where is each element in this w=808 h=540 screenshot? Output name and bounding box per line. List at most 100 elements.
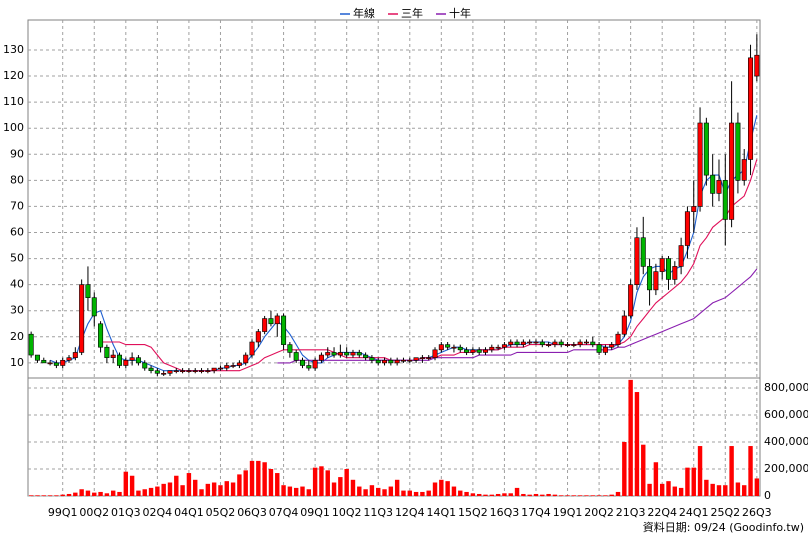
volume-bar xyxy=(514,487,520,496)
candle-body xyxy=(224,365,230,369)
x-tick-label: 12Q4 xyxy=(395,506,425,519)
candle-body xyxy=(85,284,91,298)
volume-bar xyxy=(432,482,438,496)
candle-body xyxy=(508,341,514,345)
volume-bar xyxy=(571,495,577,496)
y-tick-label: 120 xyxy=(3,69,24,82)
volume-bar xyxy=(28,495,34,496)
candle-body xyxy=(135,357,141,364)
candle-body xyxy=(640,237,646,267)
candle-body xyxy=(173,370,179,372)
volume-bar xyxy=(161,483,166,496)
volume-bar xyxy=(666,481,671,496)
candle-body xyxy=(539,341,545,345)
candle-body xyxy=(710,174,716,194)
candle-body xyxy=(116,354,123,366)
candle-body xyxy=(565,344,571,346)
candle-body xyxy=(426,357,432,359)
volume-bar xyxy=(180,485,185,496)
candle-body xyxy=(192,370,198,372)
volume-bar xyxy=(237,474,242,496)
volume-bar xyxy=(47,495,53,496)
candle-body xyxy=(552,341,558,345)
volume-bar xyxy=(306,489,312,496)
volume-bar xyxy=(211,482,217,496)
volume-bar xyxy=(300,486,305,496)
candle-body xyxy=(186,370,192,372)
candle-body xyxy=(634,237,640,285)
candle-body xyxy=(432,349,438,358)
volume-bar xyxy=(331,482,337,496)
volume-bar xyxy=(685,467,690,496)
volume-bar xyxy=(641,444,646,496)
candle-body xyxy=(47,362,53,365)
x-tick-label: 99Q1 xyxy=(48,506,78,519)
candle-body xyxy=(520,341,526,345)
volume-bar xyxy=(249,460,255,496)
volume-bar xyxy=(413,491,419,496)
candle-body xyxy=(66,357,72,361)
y-tick-label: 110 xyxy=(3,95,24,108)
volume-bar xyxy=(546,493,551,496)
volume-bar xyxy=(723,485,728,496)
candle-body xyxy=(697,122,703,207)
volume-bar xyxy=(104,493,110,496)
volume-bar xyxy=(205,483,211,496)
volume-bar xyxy=(483,494,488,496)
volume-bar xyxy=(508,493,513,496)
volume-bar xyxy=(622,441,627,496)
candle-body xyxy=(167,370,173,374)
candle-body xyxy=(287,344,293,353)
volume-bar xyxy=(73,492,78,496)
y-tick-label: 70 xyxy=(10,199,24,212)
candle-body xyxy=(123,359,129,366)
candle-body xyxy=(104,346,110,358)
y-tick-label: 40 xyxy=(10,278,24,291)
candle-body xyxy=(407,359,413,362)
candle-body xyxy=(451,346,457,349)
volume-bar xyxy=(735,482,741,496)
y-tick-label: 100 xyxy=(3,121,24,134)
candle-body xyxy=(438,344,444,351)
candle-body xyxy=(148,367,154,371)
volume-tick-label: 800,000 xyxy=(764,381,808,394)
y-tick-label: 90 xyxy=(10,147,24,160)
candle-body xyxy=(41,359,47,364)
candle-body xyxy=(34,354,40,361)
candle-body xyxy=(262,318,268,332)
volume-bar xyxy=(382,489,387,496)
volume-bar xyxy=(464,491,469,496)
volume-bar xyxy=(243,470,248,496)
x-tick-label: 09Q1 xyxy=(300,506,330,519)
volume-bar xyxy=(502,493,507,496)
volume-bar xyxy=(224,481,229,496)
volume-tick-label: 400,000 xyxy=(764,435,808,448)
candle-body xyxy=(464,349,470,353)
x-tick-label: 10Q2 xyxy=(332,506,362,519)
candle-body xyxy=(375,359,381,364)
volume-bar xyxy=(136,490,141,496)
volume-bar xyxy=(653,462,659,496)
legend-label: 三年 xyxy=(401,6,423,20)
x-tick-label: 26Q3 xyxy=(742,506,772,519)
y-tick-label: 30 xyxy=(10,304,24,317)
candle-body xyxy=(482,349,489,353)
candle-body xyxy=(154,370,160,374)
candle-body xyxy=(489,346,495,351)
candle-body xyxy=(369,357,375,361)
candle-body xyxy=(748,57,754,160)
candle-body xyxy=(356,352,362,356)
candle-body xyxy=(672,266,678,280)
volume-bar xyxy=(729,446,734,496)
volume-bar xyxy=(338,477,343,496)
volume-bar xyxy=(369,485,375,496)
x-tick-label: 11Q3 xyxy=(363,506,393,519)
candle-body xyxy=(741,159,747,181)
volume-bar xyxy=(615,491,621,496)
candle-body xyxy=(211,367,217,371)
candle-body xyxy=(98,323,104,348)
candle-body xyxy=(161,373,167,375)
volume-bar xyxy=(35,495,40,496)
volume-bar xyxy=(577,495,583,496)
volume-bar xyxy=(262,462,267,496)
